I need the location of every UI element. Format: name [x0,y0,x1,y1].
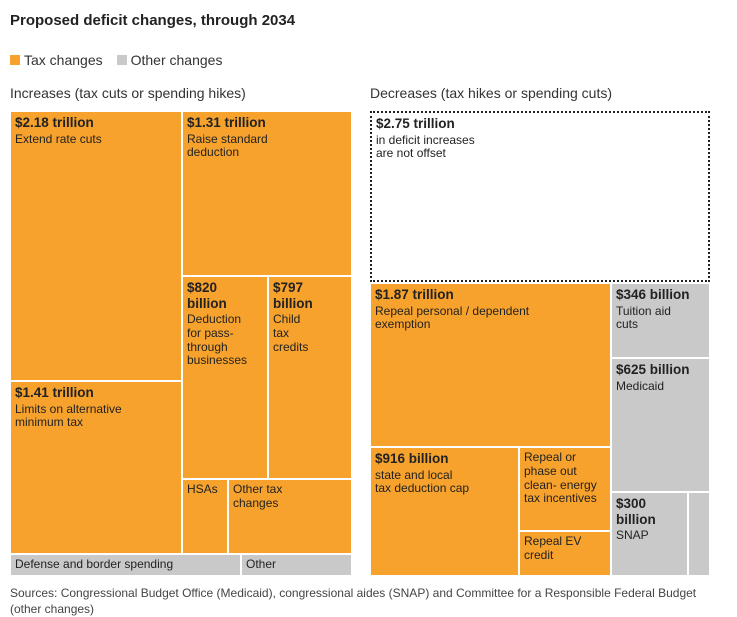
tile-label: Medicaid [616,378,665,393]
tile-label: SNAP [616,528,649,543]
tile-label: in deficit increases are not offset [376,132,475,161]
tile-not-offset: $2.75 trillion in deficit increases are … [370,111,710,282]
legend-item-tax: Tax changes [10,52,103,68]
tile-value: $346 billion [616,287,690,302]
tile-value: $916 billion [375,451,449,466]
tile-value: $2.18 trillion [15,115,94,130]
tile-value: $625 billion [616,362,690,377]
chart-title: Proposed deficit changes, through 2034 [10,12,296,29]
tile-label: HSAs [187,482,218,496]
tile-defense-border-spending: Defense and border spending [10,554,241,576]
increases-panel-title: Increases (tax cuts or spending hikes) [10,85,246,101]
tile-label: Repeal or phase out clean- energy tax in… [524,450,597,506]
decreases-panel-title: Decreases (tax hikes or spending cuts) [370,85,612,101]
tile-other-tax-changes: Other tax changes [228,479,352,554]
tile-label: Other tax changes [233,482,283,510]
tile-label: Raise standard deduction [187,131,268,160]
tile-value: $797 billion [273,280,313,311]
tile-label: state and local tax deduction cap [375,467,470,496]
legend-swatch-tax [10,55,20,65]
tile-salt-cap: $916 billion state and local tax deducti… [370,447,519,576]
tile-value: $820 billion [187,280,227,311]
tile-value: $2.75 trillion [376,116,455,131]
tile-clean-energy-incentives: Repeal or phase out clean- energy tax in… [519,447,611,531]
tile-value: $1.87 trillion [375,287,454,302]
tile-label: Other [246,557,277,571]
tile-extend-rate-cuts: $2.18 trillion Extend rate cuts [10,111,182,381]
legend-swatch-other [116,55,127,65]
tile-repeal-ev-credit: Repeal EV credit [519,531,611,576]
tile-snap: $300 billion SNAP [611,492,688,576]
source-note: Sources: Congressional Budget Office (Me… [10,586,697,616]
tile-label: Limits on alternative minimum tax [15,401,122,430]
tile-tuition-aid-cuts: $346 billion Tuition aid cuts [611,283,710,358]
tile-value: $300 billion [616,496,656,527]
legend-label-other: Other changes [130,52,223,68]
tile-other: Other [241,554,352,576]
tile-medicaid: $625 billion Medicaid [611,358,710,492]
tile-label: Tuition aid cuts [616,303,671,332]
legend: Tax changes Other changes [10,52,236,68]
tile-label: Deduction for pass-through businesses [187,312,248,368]
legend-label-tax: Tax changes [24,52,103,68]
tile-label: Extend rate cuts [15,131,102,146]
tile-label: Repeal EV credit [524,534,582,562]
tile-pass-through-deduction: $820 billion Deduction for pass-through … [182,276,268,479]
tile-value: $1.41 trillion [15,385,94,400]
tile-label: Defense and border spending [15,557,174,571]
tile-repeal-personal-exemption: $1.87 trillion Repeal personal / depende… [370,283,611,447]
tile-alternative-minimum-tax: $1.41 trillion Limits on alternative min… [10,381,182,554]
legend-item-other: Other changes [116,52,223,68]
tile-child-tax-credits: $797 billion Child tax credits [268,276,352,479]
tile-value: $1.31 trillion [187,115,266,130]
tile-hsas: HSAs [182,479,228,554]
tile-raise-standard-deduction: $1.31 trillion Raise standard deduction [182,111,352,276]
tile-other-cuts [688,492,710,576]
tile-label: Repeal personal / dependent exemption [375,303,530,332]
tile-label: Child tax credits [273,312,309,354]
